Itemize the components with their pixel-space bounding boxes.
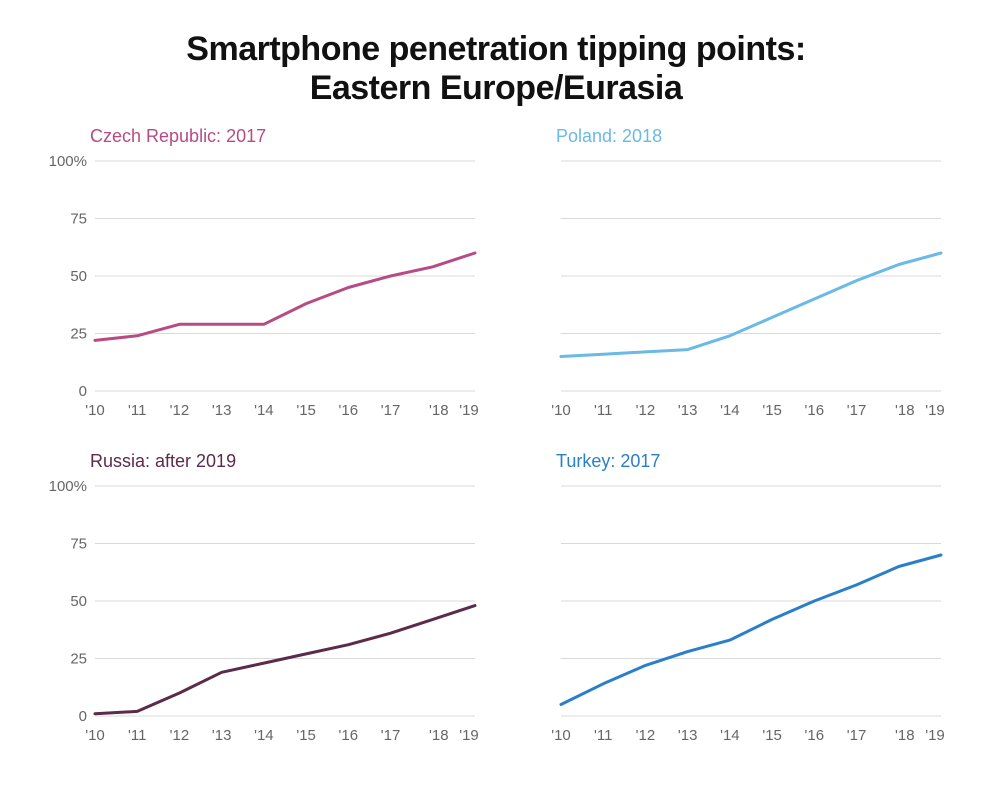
x-tick-label: '17 bbox=[847, 402, 867, 419]
x-tick-label: '19 bbox=[925, 402, 945, 419]
panel-russia: Russia: after 2019 0 25 50 75 100% '10 '11 '12 '1… bbox=[40, 451, 486, 766]
chart-container: Smartphone penetration tipping points: E… bbox=[0, 0, 992, 786]
series-line-czech bbox=[95, 253, 475, 340]
y-tick-label: 100% bbox=[49, 153, 87, 170]
y-tick-label: 75 bbox=[70, 536, 87, 553]
x-tick-label: '16 bbox=[805, 727, 825, 744]
chart-czech: 0 25 50 75 100% '10 '11 '12 '13 '14 '15 '16 '17 '18 '1… bbox=[40, 151, 480, 441]
x-tick-label: '11 bbox=[128, 727, 146, 744]
x-tick-label: '18 bbox=[429, 402, 449, 419]
x-tick-label: '15 bbox=[762, 727, 782, 744]
x-tick-label: '15 bbox=[296, 402, 316, 419]
y-tick-label: 75 bbox=[70, 211, 87, 228]
panel-label-russia: Russia: after 2019 bbox=[40, 451, 486, 472]
chart-turkey: '10 '11 '12 '13 '14 '15 '16 '17 '18 '19 bbox=[506, 476, 946, 766]
x-tick-label: '18 bbox=[895, 402, 915, 419]
y-tick-label: 25 bbox=[70, 326, 87, 343]
x-tick-label: '15 bbox=[296, 727, 316, 744]
chart-title: Smartphone penetration tipping points: E… bbox=[40, 30, 952, 108]
x-tick-label: '11 bbox=[594, 727, 612, 744]
y-tick-label: 100% bbox=[49, 478, 87, 495]
x-tick-label: '16 bbox=[339, 727, 359, 744]
chart-poland: '10 '11 '12 '13 '14 '15 '16 '17 '18 '19 bbox=[506, 151, 946, 441]
x-tick-label: '14 bbox=[720, 402, 740, 419]
x-tick-label: '12 bbox=[170, 402, 190, 419]
x-tick-label: '14 bbox=[254, 402, 274, 419]
x-tick-label: '18 bbox=[429, 727, 449, 744]
panel-turkey: Turkey: 2017'10'11'12'13'14'15'16'17'18'… bbox=[506, 451, 952, 766]
x-tick-label: '17 bbox=[381, 727, 401, 744]
x-tick-label: '17 bbox=[381, 402, 401, 419]
x-tick-label: '10 bbox=[551, 402, 571, 419]
small-multiples-grid: Czech Republic: 2017 0 25 50 75 100% '10 '11 '12… bbox=[40, 126, 952, 766]
panel-label-poland: Poland: 2018 bbox=[506, 126, 952, 147]
x-tick-label: '13 bbox=[678, 727, 698, 744]
x-tick-label: '16 bbox=[339, 402, 359, 419]
y-tick-label: 0 bbox=[79, 708, 87, 725]
panel-poland: Poland: 2018'10'11'12'13'14'15'16'17'18'… bbox=[506, 126, 952, 441]
x-tick-label: '11 bbox=[128, 402, 146, 419]
panel-label-czech: Czech Republic: 2017 bbox=[40, 126, 486, 147]
series-line-turkey bbox=[561, 555, 941, 705]
y-tick-label: 25 bbox=[70, 651, 87, 668]
chart-russia: 0 25 50 75 100% '10 '11 '12 '13 '14 '15 '16 '17 '18 '1… bbox=[40, 476, 480, 766]
x-tick-label: '16 bbox=[805, 402, 825, 419]
x-tick-label: '13 bbox=[678, 402, 698, 419]
x-tick-label: '14 bbox=[254, 727, 274, 744]
series-line-russia bbox=[95, 606, 475, 714]
x-tick-label: '10 bbox=[551, 727, 571, 744]
x-tick-label: '13 bbox=[212, 402, 232, 419]
panel-czech: Czech Republic: 2017 0 25 50 75 100% '10 '11 '12… bbox=[40, 126, 486, 441]
x-tick-label: '11 bbox=[594, 402, 612, 419]
y-tick-label: 0 bbox=[79, 383, 87, 400]
x-tick-label: '19 bbox=[925, 727, 945, 744]
x-tick-label: '17 bbox=[847, 727, 867, 744]
y-tick-label: 50 bbox=[70, 268, 87, 285]
x-tick-label: '15 bbox=[762, 402, 782, 419]
x-tick-label: '10 bbox=[85, 402, 105, 419]
x-tick-label: '14 bbox=[720, 727, 740, 744]
y-tick-label: 50 bbox=[70, 593, 87, 610]
x-tick-label: '12 bbox=[170, 727, 190, 744]
panel-label-turkey: Turkey: 2017 bbox=[506, 451, 952, 472]
x-tick-label: '18 bbox=[895, 727, 915, 744]
x-tick-label: '13 bbox=[212, 727, 232, 744]
series-line-poland bbox=[561, 253, 941, 357]
title-line-2: Eastern Europe/Eurasia bbox=[310, 69, 683, 107]
x-tick-label: '19 bbox=[459, 727, 479, 744]
title-line-1: Smartphone penetration tipping points: bbox=[186, 30, 805, 68]
x-tick-label: '12 bbox=[636, 727, 656, 744]
x-tick-label: '12 bbox=[636, 402, 656, 419]
x-tick-label: '19 bbox=[459, 402, 479, 419]
x-tick-label: '10 bbox=[85, 727, 105, 744]
